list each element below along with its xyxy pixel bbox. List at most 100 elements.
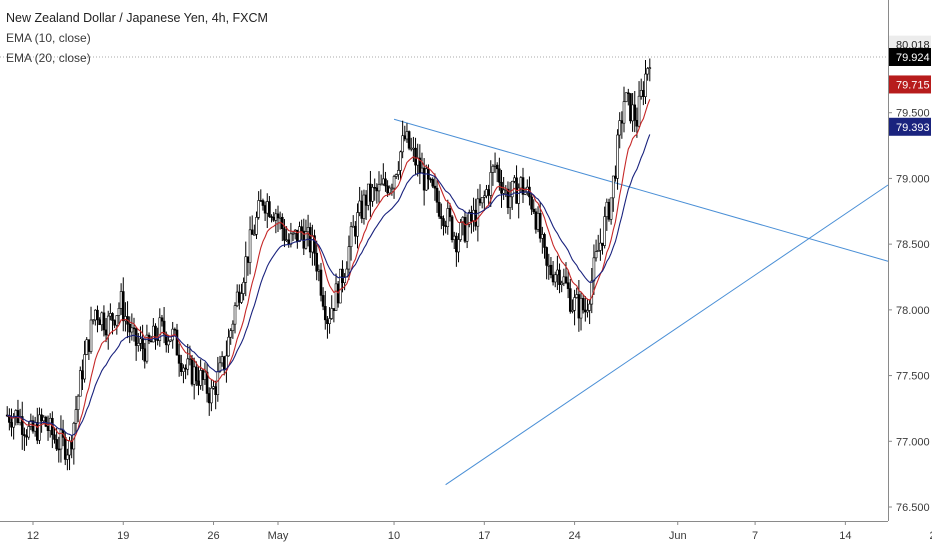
x-tick-label: Jun — [669, 530, 687, 542]
x-tick-label: 19 — [117, 530, 129, 542]
candle-body — [571, 309, 574, 312]
candle-body — [573, 297, 576, 311]
candle-body — [257, 200, 260, 218]
candle-body — [323, 306, 327, 321]
trendline-support[interactable] — [445, 184, 889, 486]
candle-body — [519, 177, 523, 189]
candle-body — [158, 317, 162, 341]
candle-body — [403, 135, 407, 140]
candle-body — [328, 318, 331, 325]
candle-body — [401, 135, 404, 153]
candle-body — [620, 120, 624, 124]
candle-body — [227, 336, 230, 357]
x-tick-label: 10 — [388, 530, 400, 542]
y-tick-label: 79.500 — [896, 108, 930, 120]
candle-body — [210, 387, 213, 404]
candle-body — [412, 147, 415, 150]
candle-body — [609, 197, 613, 220]
candle-body — [577, 294, 581, 319]
candle-body — [575, 294, 579, 298]
legend-ema20[interactable]: EMA (20, close) — [6, 51, 91, 65]
candle-body — [373, 187, 377, 189]
candle-body — [311, 235, 314, 253]
candle-body — [319, 269, 323, 296]
candle-body — [89, 319, 93, 352]
candle-body — [117, 308, 121, 316]
candle-body — [341, 268, 344, 284]
candle-body — [94, 309, 97, 321]
candle-body — [128, 323, 132, 333]
candle-body — [66, 454, 69, 460]
candle-body — [459, 222, 462, 240]
candle-body — [121, 291, 125, 322]
candle-body — [556, 269, 559, 276]
candle-body — [81, 370, 84, 380]
candle-body — [212, 386, 215, 389]
candle-body — [487, 189, 490, 196]
candle-body — [474, 209, 478, 227]
candle-body — [480, 197, 484, 204]
candle-body — [330, 308, 334, 319]
candle-body — [616, 134, 619, 179]
candle-body — [424, 168, 428, 191]
candle-body — [562, 276, 566, 284]
candle-body — [248, 229, 252, 263]
candle-body — [377, 184, 381, 192]
candle-body — [354, 225, 357, 237]
candle-body — [349, 226, 353, 247]
candle-body — [27, 426, 31, 438]
candle-body — [246, 256, 250, 263]
candle-body — [586, 310, 589, 313]
candle-body — [184, 367, 187, 370]
candle-body — [332, 308, 336, 311]
candle-body — [115, 315, 119, 326]
candle-body — [635, 120, 639, 127]
candle-body — [521, 177, 525, 195]
candle-body — [553, 274, 557, 283]
candle-body — [195, 366, 198, 382]
candle-body — [76, 395, 80, 410]
candle-body — [12, 417, 15, 428]
ema10-price-label: 79.715 — [896, 79, 930, 91]
candle-body — [392, 176, 396, 189]
candle-body — [495, 164, 499, 170]
x-tick-label: 24 — [568, 530, 580, 542]
candle-body — [315, 252, 318, 272]
candle-body — [611, 175, 615, 199]
candle-body — [244, 256, 248, 283]
candle-body — [291, 232, 295, 235]
candle-body — [534, 211, 538, 230]
candle-body — [409, 147, 413, 150]
trendline-resistance[interactable] — [393, 118, 889, 262]
candle-body — [483, 195, 486, 198]
candle-body — [433, 185, 437, 189]
candle-body — [242, 282, 245, 294]
candle-body — [463, 217, 467, 242]
candle-body — [405, 131, 409, 140]
candle-body — [362, 194, 366, 219]
candle-body — [139, 338, 142, 344]
candle-body — [386, 185, 389, 194]
candle-body — [472, 209, 475, 222]
candle-body — [278, 216, 282, 219]
candle-body — [614, 175, 617, 179]
candle-body — [253, 234, 256, 236]
candle-body — [91, 319, 95, 322]
candle-body — [287, 239, 291, 245]
candle-body — [111, 313, 114, 321]
candle-body — [35, 422, 39, 441]
candle-body — [313, 235, 316, 254]
candle-body — [382, 178, 385, 185]
candle-body — [250, 229, 254, 235]
candle-body — [339, 268, 342, 304]
legend-ema10[interactable]: EMA (10, close) — [6, 31, 91, 45]
candle-body — [197, 380, 200, 386]
candle-body — [364, 194, 368, 206]
candle-body — [229, 330, 233, 338]
plot-background — [0, 0, 888, 521]
candle-body — [508, 196, 512, 208]
candle-body — [418, 157, 422, 173]
candle-body — [429, 178, 432, 181]
candle-body — [607, 201, 611, 220]
